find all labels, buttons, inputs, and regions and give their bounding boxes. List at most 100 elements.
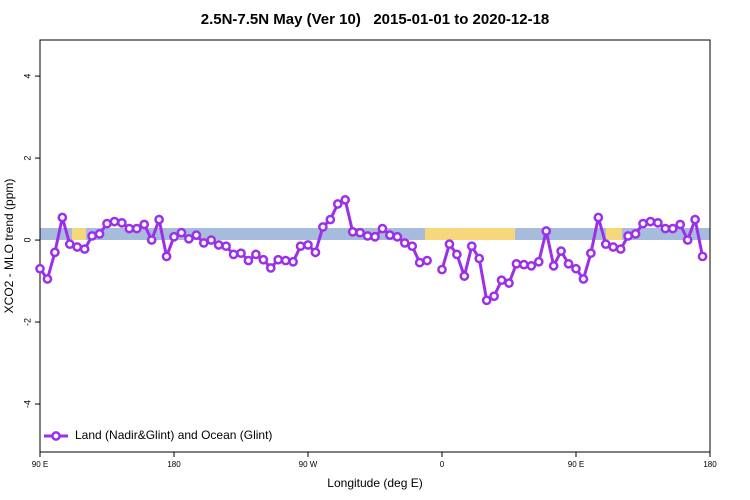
data-point bbox=[258, 254, 269, 265]
data-point bbox=[586, 248, 596, 259]
data-point bbox=[295, 241, 306, 252]
data-point bbox=[444, 239, 455, 250]
data-point bbox=[682, 235, 693, 245]
data-point bbox=[87, 231, 97, 241]
data-point bbox=[675, 219, 686, 230]
data-point bbox=[325, 214, 336, 225]
data-point bbox=[660, 223, 671, 234]
data-point bbox=[139, 219, 150, 230]
data-point bbox=[615, 244, 626, 254]
data-point bbox=[697, 251, 708, 262]
data-point bbox=[117, 217, 127, 228]
data-point bbox=[191, 230, 202, 240]
data-point bbox=[645, 216, 656, 227]
data-point bbox=[623, 231, 633, 241]
data-point bbox=[221, 241, 231, 252]
legend-marker bbox=[51, 431, 61, 441]
series-line bbox=[38, 197, 705, 303]
data-point bbox=[72, 242, 83, 252]
data-point bbox=[265, 263, 276, 273]
x-tick-label: 0 bbox=[440, 460, 445, 469]
data-point bbox=[124, 223, 135, 234]
y-axis-label: XCO2 - MLO trend (ppm) bbox=[2, 179, 16, 314]
land-patch bbox=[606, 228, 622, 240]
data-point bbox=[288, 256, 298, 267]
data-point bbox=[154, 214, 164, 225]
data-point bbox=[377, 223, 388, 234]
data-point bbox=[504, 278, 514, 288]
y-tick-label: -2 bbox=[22, 318, 32, 326]
data-point bbox=[362, 231, 373, 241]
data-point bbox=[184, 233, 194, 244]
data-point bbox=[600, 239, 611, 250]
data-point bbox=[236, 248, 246, 259]
x-tick-label: 180 bbox=[703, 460, 717, 469]
data-point bbox=[630, 229, 641, 239]
data-point bbox=[385, 230, 395, 240]
data-point bbox=[228, 249, 239, 260]
data-point bbox=[593, 212, 604, 223]
data-point bbox=[526, 261, 537, 271]
data-point bbox=[638, 218, 648, 229]
y-tick-label: 2 bbox=[22, 156, 32, 161]
data-point bbox=[273, 254, 284, 265]
data-point bbox=[548, 261, 559, 271]
data-point bbox=[392, 231, 403, 242]
y-tick-label: 4 bbox=[22, 74, 32, 79]
data-point bbox=[474, 253, 485, 264]
chart-title: 2.5N-7.5N May (Ver 10) 2015-01-01 to 202… bbox=[201, 11, 550, 28]
data-point bbox=[146, 235, 157, 245]
data-point bbox=[79, 244, 90, 254]
data-point bbox=[541, 226, 552, 236]
data-point bbox=[64, 239, 75, 250]
x-axis-label: Longitude (deg E) bbox=[327, 476, 422, 490]
data-point bbox=[407, 241, 418, 252]
land-patch bbox=[425, 228, 515, 240]
data-point bbox=[667, 223, 678, 234]
data-point bbox=[57, 212, 68, 223]
data-point bbox=[310, 247, 321, 258]
data-point bbox=[318, 222, 328, 232]
data-point bbox=[35, 263, 45, 274]
data-point bbox=[94, 229, 105, 239]
x-tick-label: 90 E bbox=[32, 460, 48, 469]
data-point bbox=[251, 249, 261, 260]
data-point bbox=[109, 216, 120, 227]
data-point bbox=[481, 295, 492, 306]
data-point bbox=[556, 246, 566, 256]
data-point bbox=[340, 195, 351, 205]
data-point bbox=[131, 223, 142, 234]
data-point bbox=[511, 258, 522, 269]
data-point bbox=[653, 217, 663, 228]
data-point bbox=[578, 274, 589, 284]
data-point bbox=[176, 227, 187, 238]
data-point bbox=[608, 242, 619, 252]
x-tick-label: 90 E bbox=[568, 460, 584, 469]
data-point bbox=[370, 231, 380, 242]
data-point bbox=[206, 235, 217, 245]
data-point bbox=[102, 218, 112, 229]
data-point bbox=[169, 231, 179, 242]
legend-label: Land (Nadir&Glint) and Ocean (Glint) bbox=[75, 428, 272, 442]
x-tick-label: 90 W bbox=[299, 460, 318, 469]
data-point bbox=[355, 227, 365, 238]
x-tick-label: 180 bbox=[167, 460, 181, 469]
land-patch bbox=[72, 228, 86, 240]
data-point bbox=[399, 238, 410, 248]
data-point bbox=[489, 291, 499, 302]
data-point bbox=[496, 275, 507, 286]
data-point bbox=[161, 251, 172, 262]
data-point bbox=[422, 255, 432, 266]
data-point bbox=[213, 240, 224, 250]
data-point bbox=[42, 274, 53, 284]
data-point bbox=[466, 241, 477, 252]
data-point bbox=[50, 247, 60, 258]
data-point bbox=[563, 258, 574, 269]
data-point bbox=[332, 199, 343, 209]
plot-frame bbox=[39, 39, 711, 453]
data-point bbox=[533, 256, 544, 267]
data-point bbox=[459, 271, 470, 281]
data-point bbox=[437, 264, 447, 275]
data-point bbox=[571, 263, 581, 274]
